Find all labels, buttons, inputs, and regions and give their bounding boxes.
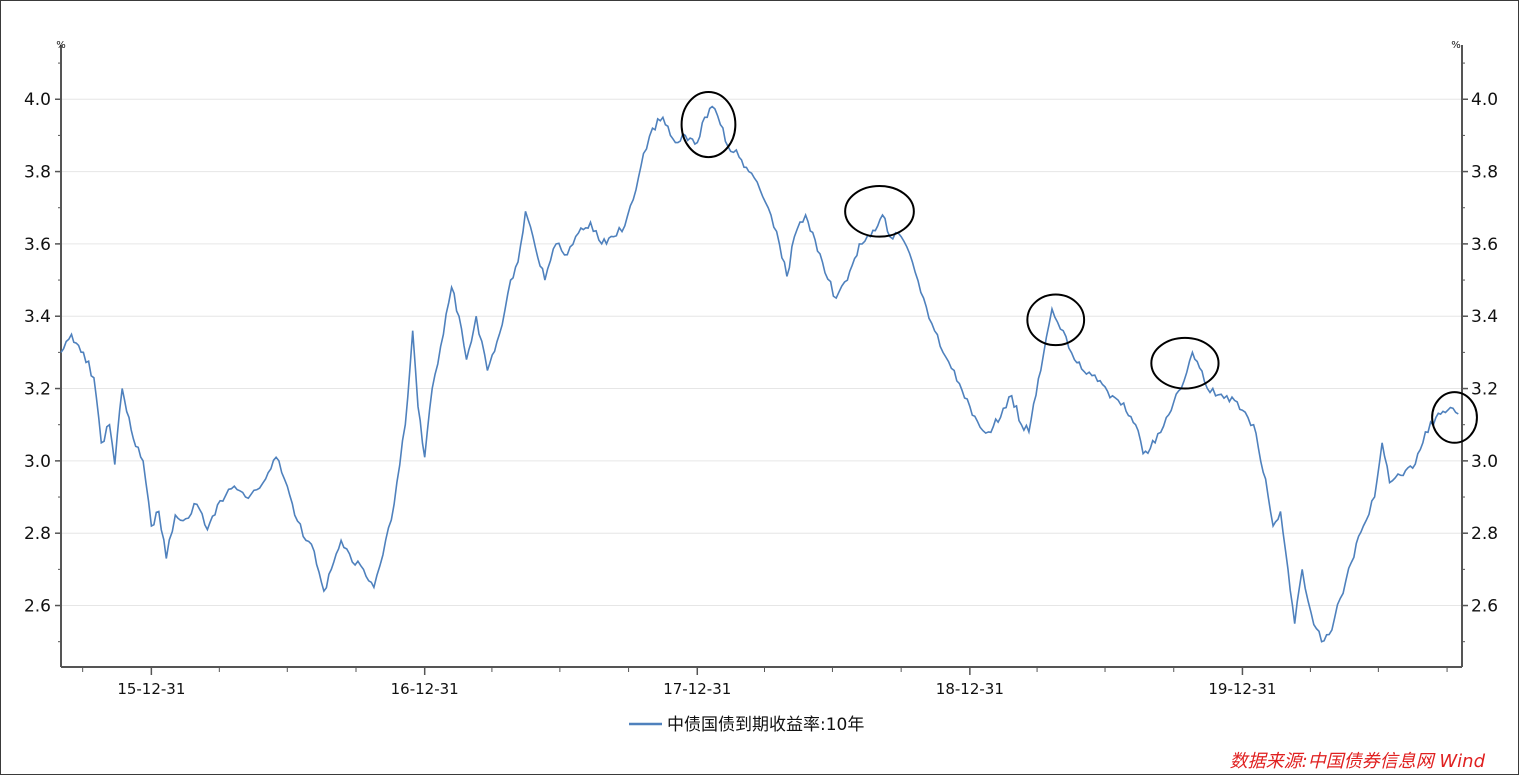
- y-tick-label-right: 4.0: [1471, 90, 1498, 110]
- y-tick-label-left: 4.0: [24, 90, 51, 110]
- x-tick-label: 15-12-31: [117, 680, 185, 698]
- y-tick-label-left: 3.4: [24, 307, 51, 327]
- x-tick-label: 18-12-31: [936, 680, 1004, 698]
- y-tick-label-left: 3.6: [24, 235, 51, 255]
- series-line-10y-yield: [60, 105, 1459, 643]
- y-tick-label-left: 2.6: [24, 597, 51, 617]
- x-tick-label: 16-12-31: [391, 680, 459, 698]
- annotation-circle: [1431, 391, 1478, 444]
- grid-lines: [61, 98, 1462, 607]
- y-tick-label-right: 3.2: [1471, 380, 1498, 400]
- y-tick-label-left: 3.2: [24, 380, 51, 400]
- legend-label: 中债国债到期收益率:10年: [667, 715, 864, 735]
- annotation-circle: [1150, 336, 1220, 390]
- y-tick-label-left: 3.0: [24, 452, 51, 472]
- legend: 中债国债到期收益率:10年: [629, 715, 864, 735]
- left-y-unit-label: %: [56, 40, 66, 51]
- y-tick-label-left: 2.8: [24, 524, 51, 544]
- y-tick-label-right: 2.6: [1471, 597, 1498, 617]
- annotation-circle: [844, 185, 915, 238]
- annotation-circle: [680, 91, 737, 159]
- right-y-unit-label: %: [1451, 40, 1461, 51]
- y-tick-label-right: 3.8: [1471, 163, 1498, 183]
- peak-annotations: [680, 91, 1478, 444]
- y-tick-label-left: 3.8: [24, 163, 51, 183]
- y-tick-label-right: 3.0: [1471, 452, 1498, 472]
- y-tick-label-right: 3.6: [1471, 235, 1498, 255]
- x-tick-label: 17-12-31: [663, 680, 731, 698]
- axes: [60, 45, 1463, 668]
- annotation-circle: [1026, 293, 1086, 347]
- data-source-note: 数据来源:中国债券信息网 Wind: [1230, 751, 1486, 772]
- axis-ticks: 2.6 2.6 2.8 2.8 3.0 3.0 3.2 3.2 3.4 3.4 3.6 3.6 3.8 3…: [24, 62, 1498, 698]
- y-tick-label-right: 2.8: [1471, 524, 1498, 544]
- x-tick-label: 19-12-31: [1208, 680, 1276, 698]
- y-tick-label-right: 3.4: [1471, 307, 1498, 327]
